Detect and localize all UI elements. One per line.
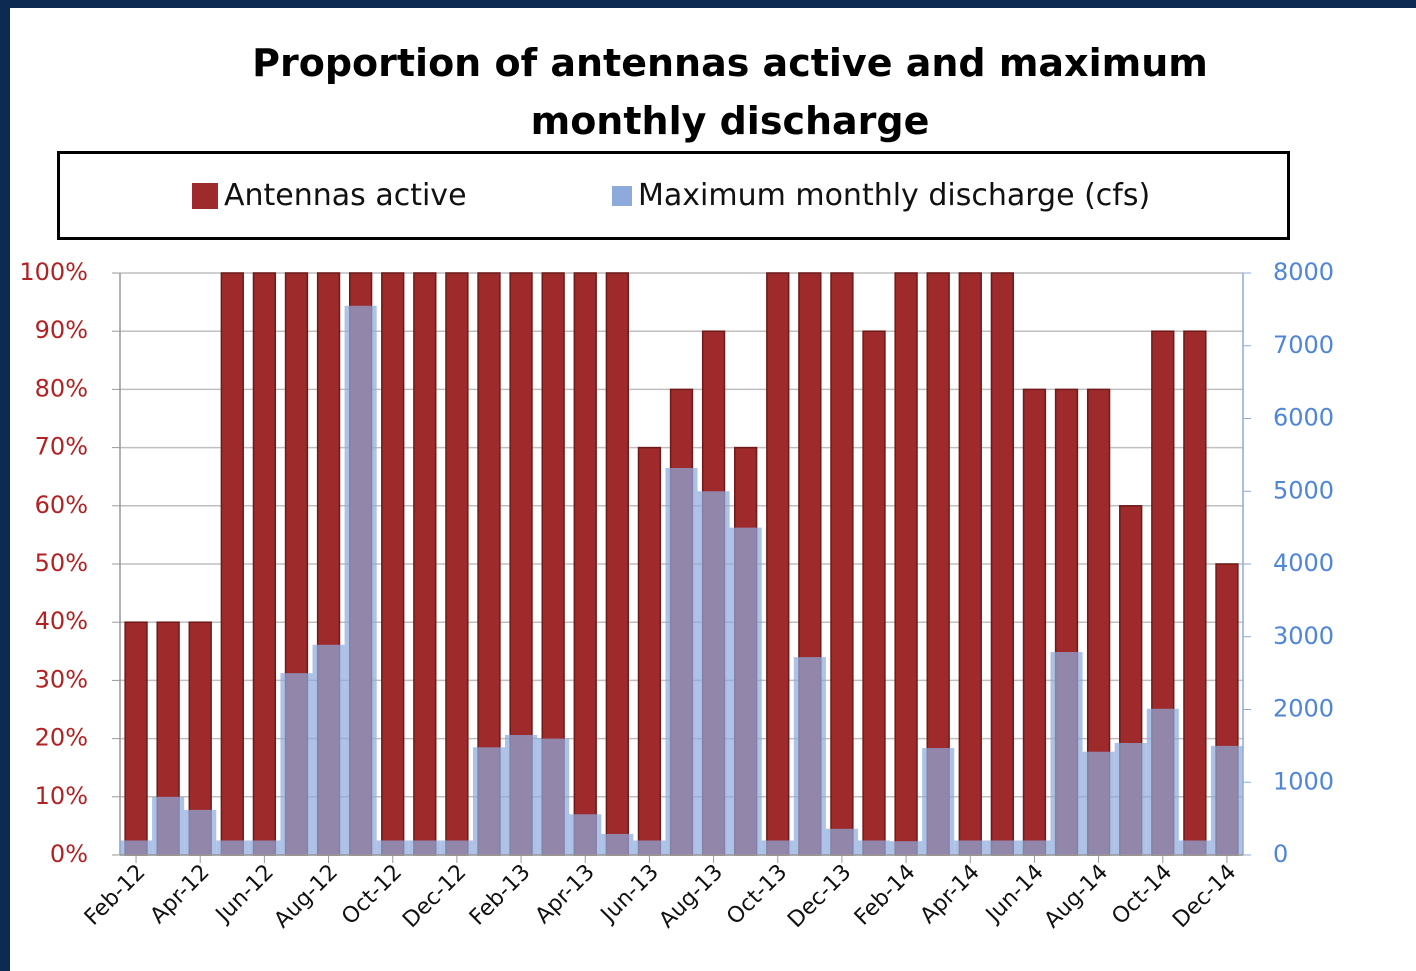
bar — [637, 446, 662, 856]
bar — [376, 840, 409, 855]
y-tick-label: 20% — [35, 724, 88, 752]
bar — [633, 840, 666, 855]
bar — [220, 272, 244, 856]
bar — [216, 840, 249, 855]
bar — [986, 840, 1019, 855]
bar — [124, 621, 148, 856]
y-tick-label: 60% — [35, 491, 88, 519]
bar — [954, 840, 987, 855]
x-tick-label: Dec-13 — [783, 860, 856, 933]
bar — [766, 272, 790, 856]
y2-tick-label: 8000 — [1273, 258, 1334, 286]
bar — [413, 272, 437, 856]
bar — [1022, 388, 1047, 856]
y-tick-label: 50% — [35, 549, 88, 577]
x-tick-label: Aug-14 — [1040, 860, 1113, 933]
bar — [825, 828, 858, 855]
bar — [922, 748, 955, 855]
bar — [312, 644, 345, 855]
bar — [990, 272, 1015, 856]
x-tick-label: Oct-12 — [337, 860, 407, 930]
bar — [958, 272, 982, 856]
bar — [381, 272, 405, 856]
bar — [1210, 745, 1243, 855]
x-tick-label: Feb-13 — [465, 860, 536, 931]
bar — [152, 796, 185, 855]
bar — [793, 657, 826, 855]
x-tick-label: Jun-12 — [210, 860, 279, 929]
y2-tick-label: 3000 — [1273, 622, 1334, 650]
x-tick-label: Feb-14 — [850, 860, 921, 931]
bar — [1018, 840, 1051, 855]
y2-tick-label: 6000 — [1273, 404, 1334, 432]
bar — [408, 840, 441, 855]
bar — [1178, 840, 1211, 855]
bar — [440, 840, 473, 855]
y2-tick-label: 7000 — [1273, 331, 1334, 359]
bar — [1146, 708, 1179, 855]
bar — [697, 491, 730, 855]
legend-label: Antennas active — [224, 178, 467, 213]
y2-tick-label: 1000 — [1273, 767, 1334, 795]
x-tick-label: Aug-12 — [270, 860, 343, 933]
y2-tick-label: 4000 — [1273, 549, 1334, 577]
legend: Antennas active Maximum monthly discharg… — [57, 151, 1290, 240]
bar — [665, 467, 698, 855]
y-tick-label: 40% — [35, 607, 88, 635]
x-tick-label: Apr-13 — [531, 860, 600, 929]
legend-item: Maximum monthly discharge (cfs) — [612, 178, 1150, 213]
legend-item: Antennas active — [192, 178, 467, 213]
x-tick-label: Jun-14 — [980, 860, 1049, 929]
legend-swatch — [192, 182, 218, 209]
bar — [344, 305, 377, 855]
y-tick-label: 10% — [35, 782, 88, 810]
bar — [573, 272, 597, 856]
y2-tick-label: 0 — [1273, 840, 1288, 868]
legend-swatch — [612, 185, 632, 206]
bar — [1114, 742, 1147, 855]
bar — [1050, 652, 1083, 855]
x-tick-label: Feb-12 — [80, 860, 151, 931]
bar — [248, 840, 281, 855]
bar — [830, 272, 854, 856]
bar — [252, 272, 277, 856]
bar — [120, 840, 153, 855]
bar — [857, 840, 891, 855]
legend-label: Maximum monthly discharge (cfs) — [638, 178, 1151, 213]
x-tick-label: Apr-12 — [146, 860, 215, 929]
x-tick-label: Oct-13 — [722, 860, 792, 930]
x-tick-label: Dec-12 — [398, 860, 471, 933]
bar — [605, 272, 629, 856]
x-tick-label: Aug-13 — [655, 860, 728, 933]
bar — [537, 738, 570, 855]
bar — [601, 833, 634, 855]
y-tick-label: 30% — [35, 665, 88, 693]
bar — [569, 814, 602, 855]
y2-tick-label: 5000 — [1273, 476, 1334, 504]
x-tick-label: Jun-13 — [595, 860, 664, 929]
bar — [894, 272, 918, 856]
bar — [472, 747, 506, 855]
bar — [505, 734, 538, 855]
x-tick-label: Apr-14 — [916, 860, 985, 929]
bar — [862, 330, 886, 856]
y-tick-label: 70% — [35, 433, 88, 461]
bar — [1183, 330, 1207, 856]
y-tick-label: 0% — [50, 840, 88, 868]
y-tick-label: 100% — [19, 258, 88, 286]
bar — [890, 841, 923, 855]
bar — [184, 809, 217, 855]
chart-title: Proportion of antennas active and maximu… — [252, 41, 1208, 143]
y-tick-label: 90% — [35, 316, 88, 344]
x-tick-label: Oct-14 — [1107, 860, 1177, 930]
bar — [280, 673, 313, 855]
y2-tick-label: 2000 — [1273, 695, 1334, 723]
bar — [445, 272, 469, 856]
y-tick-label: 80% — [35, 374, 88, 402]
x-tick-label: Dec-14 — [1168, 860, 1241, 933]
bar — [761, 840, 794, 855]
bar — [729, 527, 762, 855]
bar — [1082, 751, 1115, 855]
